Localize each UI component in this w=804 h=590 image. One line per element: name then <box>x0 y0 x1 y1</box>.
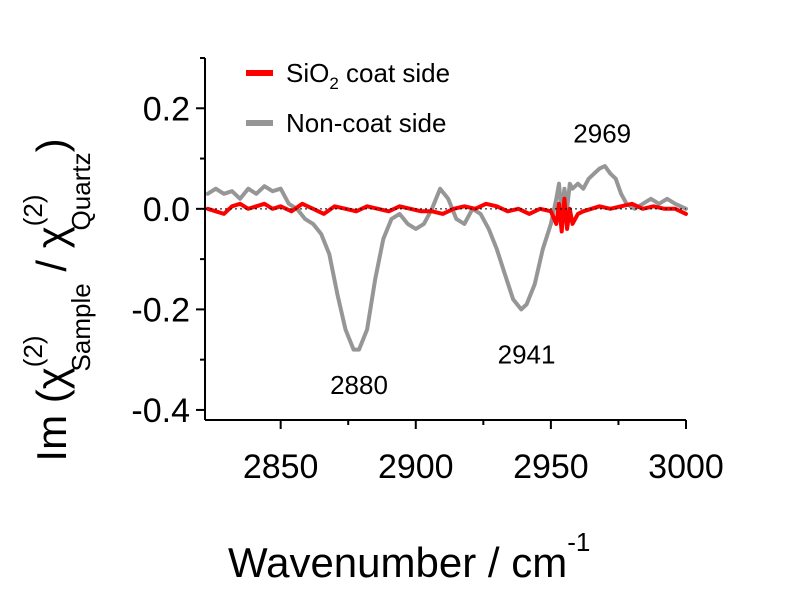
y-tick-label: -0.4 <box>131 392 190 430</box>
ticks: 2850 2900 2950 3000 0.2 0.0 -0.2 -0.4 <box>131 57 724 486</box>
annotations: 2880 2941 2969 <box>330 118 631 399</box>
legend-label-rest: coat side <box>339 58 450 88</box>
y-axis-title-den-sup: (2) <box>18 194 48 226</box>
x-tick-label: 2850 <box>243 448 319 486</box>
x-tick-label: 2950 <box>513 448 589 486</box>
series-line-non-coat <box>205 164 688 352</box>
x-axis-title: Wavenumber / cm-1 <box>228 527 590 586</box>
x-tick-label: 3000 <box>648 448 724 486</box>
peak-label-2941: 2941 <box>498 340 556 370</box>
y-axis-title-group: Im (χ(2) Sample / χ(2) Quartz) <box>18 138 96 461</box>
y-axis-title-den-sub: Quartz <box>66 152 96 230</box>
y-tick-label: -0.2 <box>131 291 190 329</box>
legend: SiO2 coat side Non-coat side <box>246 58 450 138</box>
y-axis-title-num-sub: Sample <box>66 283 96 371</box>
peak-label-2880: 2880 <box>330 370 388 400</box>
legend-label: Non-coat side <box>286 108 446 138</box>
plot-lines <box>205 164 688 352</box>
x-tick-label: 2900 <box>378 448 454 486</box>
y-axis-title-chi-num: χ <box>28 367 75 389</box>
y-axis-title: Im (χ(2) Sample / χ(2) Quartz) <box>18 138 96 461</box>
legend-label-sub: 2 <box>329 74 338 93</box>
y-axis-title-slash: / <box>28 248 75 283</box>
y-tick-label: 0.0 <box>143 191 190 229</box>
x-axis-title-main: Wavenumber / cm <box>228 539 567 586</box>
y-axis-title-prefix: Im ( <box>28 389 75 461</box>
y-tick-label: 0.2 <box>143 90 190 128</box>
y-axis-title-num-sup: (2) <box>18 335 48 367</box>
legend-label: SiO2 coat side <box>286 58 450 93</box>
series-line-sio2-coat <box>205 196 688 234</box>
y-axis-title-suffix: ) <box>28 138 75 152</box>
peak-label-2969: 2969 <box>573 118 631 148</box>
x-axis-title-sup: -1 <box>567 527 590 557</box>
y-axis-title-chi-den: χ <box>28 226 75 248</box>
legend-label-main: Non-coat side <box>286 108 446 138</box>
legend-label-main: SiO <box>286 58 329 88</box>
